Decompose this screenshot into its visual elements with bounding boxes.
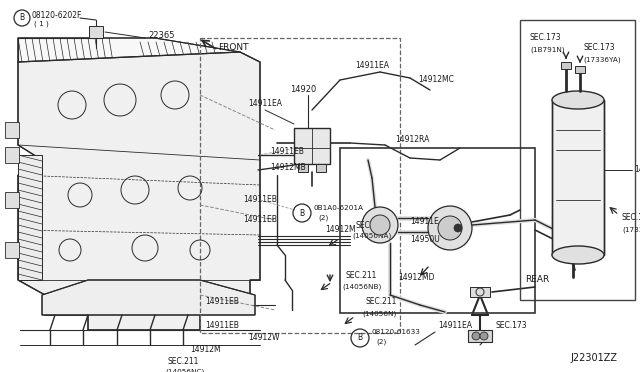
Bar (552, 100, 604, 255)
Bar (5, 147, 19, 163)
Text: 0B1A0-6201A: 0B1A0-6201A (313, 205, 363, 211)
Bar (468, 330, 492, 342)
Polygon shape (18, 155, 42, 280)
Text: 14911E: 14911E (410, 218, 439, 227)
Bar (561, 62, 571, 69)
Text: J22301ZZ: J22301ZZ (570, 353, 617, 363)
Ellipse shape (552, 91, 604, 109)
Text: SEC.173: SEC.173 (622, 214, 640, 222)
Text: (17335X): (17335X) (622, 227, 640, 233)
Bar (294, 128, 330, 164)
Text: 14920: 14920 (290, 86, 316, 94)
Text: B: B (19, 13, 24, 22)
Text: 14912MD: 14912MD (398, 273, 435, 282)
Bar (520, 20, 635, 300)
Text: (14056NC): (14056NC) (165, 369, 204, 372)
Text: 14911EB: 14911EB (205, 298, 239, 307)
Circle shape (428, 206, 472, 250)
Bar (89, 26, 103, 38)
Circle shape (472, 332, 480, 340)
Text: 14912W: 14912W (248, 334, 280, 343)
Bar (5, 192, 19, 208)
Text: SEC.211: SEC.211 (345, 270, 376, 279)
Text: (14056N): (14056N) (362, 311, 396, 317)
Text: 14912M: 14912M (190, 346, 221, 355)
Text: REAR: REAR (525, 276, 549, 285)
Text: (17336YA): (17336YA) (583, 57, 621, 63)
Polygon shape (18, 52, 260, 330)
Polygon shape (42, 280, 255, 315)
Text: 14950: 14950 (634, 166, 640, 174)
Polygon shape (18, 38, 240, 62)
Text: ( 1 ): ( 1 ) (34, 21, 49, 27)
Text: SEC.211: SEC.211 (168, 357, 200, 366)
Text: 14911EA: 14911EA (355, 61, 389, 71)
Text: B: B (357, 334, 363, 343)
Text: 14911EB: 14911EB (243, 196, 277, 205)
Circle shape (438, 216, 462, 240)
Text: 14912MB: 14912MB (270, 164, 306, 173)
Text: 14912MC: 14912MC (418, 76, 454, 84)
Text: B: B (300, 208, 305, 218)
Text: (2): (2) (376, 339, 387, 345)
Bar (470, 287, 490, 297)
Text: 14911EB: 14911EB (205, 321, 239, 330)
Bar (200, 38, 400, 333)
Text: (14056NA): (14056NA) (352, 233, 391, 239)
Circle shape (454, 224, 462, 232)
Text: 14911EA: 14911EA (248, 99, 282, 109)
Circle shape (362, 207, 398, 243)
Bar (298, 164, 308, 172)
Text: 14912RA: 14912RA (395, 135, 429, 144)
Bar (5, 242, 19, 258)
Text: 08120-6202F: 08120-6202F (32, 10, 83, 19)
Text: 14950U: 14950U (410, 235, 440, 244)
Text: (1B791N): (1B791N) (530, 47, 564, 53)
Bar (575, 66, 585, 73)
Circle shape (480, 332, 488, 340)
Bar (316, 164, 326, 172)
Text: SEC.211: SEC.211 (355, 221, 387, 230)
Ellipse shape (552, 246, 604, 264)
Text: SEC.173: SEC.173 (495, 321, 527, 330)
Text: (2): (2) (318, 215, 328, 221)
Text: SEC.173: SEC.173 (530, 33, 562, 42)
Bar (340, 148, 535, 313)
Bar (5, 122, 19, 138)
Text: SEC.211: SEC.211 (365, 298, 396, 307)
Text: 14911EA: 14911EA (438, 321, 472, 330)
Text: FRONT: FRONT (218, 44, 248, 52)
Text: (14056NB): (14056NB) (342, 284, 381, 290)
Text: 22365: 22365 (148, 32, 175, 41)
Text: 14911EB: 14911EB (270, 148, 304, 157)
Text: SEC.173: SEC.173 (583, 44, 614, 52)
Text: 08120-61633: 08120-61633 (371, 329, 420, 335)
Text: 14911EB: 14911EB (243, 215, 277, 224)
Text: 14912M: 14912M (325, 225, 356, 234)
Circle shape (370, 215, 390, 235)
